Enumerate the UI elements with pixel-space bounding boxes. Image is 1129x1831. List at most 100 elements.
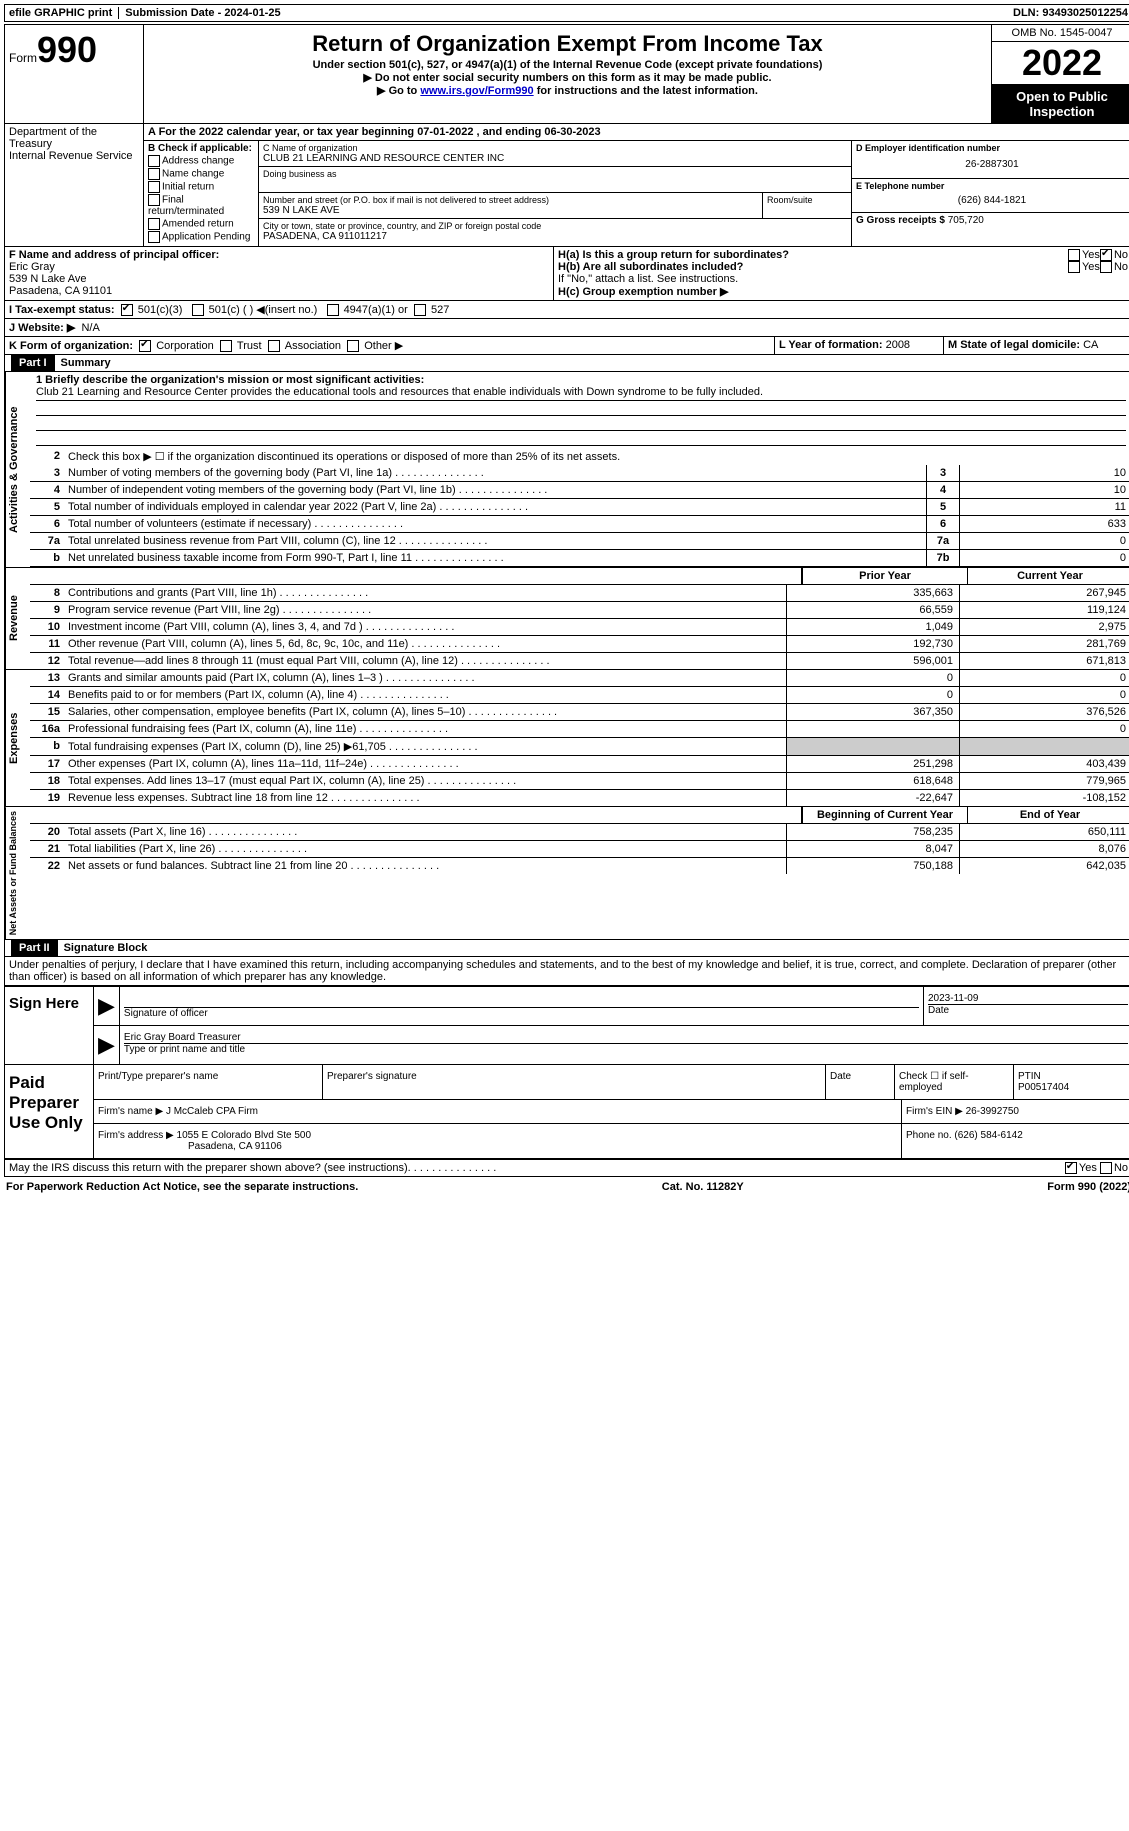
- chk-527[interactable]: [414, 304, 426, 316]
- ptin: P00517404: [1018, 1082, 1069, 1093]
- line-a-text: A For the 2022 calendar year, or tax yea…: [148, 126, 601, 138]
- hb-no[interactable]: [1100, 261, 1112, 273]
- ptin-label: PTIN: [1018, 1071, 1041, 1082]
- line2: Check this box ▶ ☐ if the organization d…: [64, 448, 1129, 465]
- paid-preparer-label: Paid Preparer Use Only: [5, 1065, 94, 1158]
- room-label: Room/suite: [767, 195, 847, 205]
- firm-ein: 26-3992750: [966, 1106, 1019, 1117]
- sig-declaration: Under penalties of perjury, I declare th…: [5, 957, 1129, 985]
- dept-treasury: Department of the Treasury: [9, 126, 139, 150]
- year-formation-label: L Year of formation:: [779, 339, 883, 351]
- officer-label: F Name and address of principal officer:: [9, 249, 219, 261]
- row-j: J Website: ▶ N/A: [4, 319, 1129, 337]
- part1: Part ISummary Activities & Governance 1 …: [4, 355, 1129, 940]
- form-header: Form990 Return of Organization Exempt Fr…: [4, 24, 1129, 124]
- chk-4947[interactable]: [327, 304, 339, 316]
- box-c: C Name of organization CLUB 21 LEARNING …: [259, 141, 852, 246]
- phone-label: E Telephone number: [856, 181, 1128, 191]
- domicile-label: M State of legal domicile:: [948, 339, 1080, 351]
- year-formation: 2008: [886, 339, 910, 351]
- chk-name[interactable]: Name change: [148, 168, 254, 180]
- side-revenue: Revenue: [5, 568, 30, 669]
- line-16a: 16aProfessional fundraising fees (Part I…: [30, 721, 1129, 738]
- mission-text: Club 21 Learning and Resource Center pro…: [36, 386, 1126, 401]
- efile-label: efile GRAPHIC print: [9, 7, 119, 19]
- street: 539 N LAKE AVE: [263, 205, 758, 216]
- firm-name: J McCaleb CPA Firm: [166, 1106, 258, 1117]
- sig-officer-label: Signature of officer: [124, 1008, 919, 1019]
- chk-other[interactable]: [347, 340, 359, 352]
- website-val: N/A: [81, 322, 99, 334]
- chk-initial[interactable]: Initial return: [148, 181, 254, 193]
- line-14: 14Benefits paid to or for members (Part …: [30, 687, 1129, 704]
- note-link: ▶ Go to www.irs.gov/Form990 for instruct…: [148, 84, 987, 97]
- line-8: 8Contributions and grants (Part VIII, li…: [30, 585, 1129, 602]
- header-row2: Department of the Treasury Internal Reve…: [4, 124, 1129, 247]
- note-ssn: ▶ Do not enter social security numbers o…: [148, 71, 987, 84]
- firm-phone-label: Phone no.: [906, 1130, 952, 1141]
- part2: Part IISignature Block Under penalties o…: [4, 940, 1129, 986]
- row-f-h: F Name and address of principal officer:…: [4, 247, 1129, 301]
- chk-pending[interactable]: Application Pending: [148, 231, 254, 243]
- chk-corp[interactable]: [139, 340, 151, 352]
- officer-addr2: Pasadena, CA 91101: [9, 285, 112, 297]
- ein: 26-2887301: [856, 153, 1128, 176]
- right-boxes: D Employer identification number 26-2887…: [852, 141, 1129, 246]
- submission-date: Submission Date - 2024-01-25: [125, 7, 1013, 19]
- firm-phone: (626) 584-6142: [954, 1130, 1022, 1141]
- gross-val: 705,720: [948, 215, 984, 226]
- firm-addr-label: Firm's address ▶: [98, 1130, 174, 1141]
- side-expenses: Expenses: [5, 670, 30, 806]
- ha-no[interactable]: [1100, 249, 1112, 261]
- hc-label: H(c) Group exemption number ▶: [558, 286, 728, 298]
- line-20: 20Total assets (Part X, line 16) 758,235…: [30, 824, 1129, 841]
- dba-label: Doing business as: [263, 169, 847, 179]
- chk-final[interactable]: Final return/terminated: [148, 194, 254, 217]
- sig-date: 2023-11-09: [928, 993, 1128, 1005]
- sig-date-label: Date: [928, 1005, 1128, 1016]
- top-bar: efile GRAPHIC print Submission Date - 20…: [4, 4, 1129, 22]
- arrow-icon: ▶: [94, 1026, 120, 1064]
- row-k-l-m: K Form of organization: Corporation Trus…: [4, 337, 1129, 355]
- ha-yes[interactable]: [1068, 249, 1080, 261]
- org-name-label: C Name of organization: [263, 143, 847, 153]
- mission-block: 1 Briefly describe the organization's mi…: [30, 372, 1129, 448]
- hb-yes[interactable]: [1068, 261, 1080, 273]
- footer-left: For Paperwork Reduction Act Notice, see …: [6, 1181, 358, 1193]
- officer-name-title: Eric Gray Board Treasurer: [124, 1032, 1128, 1044]
- may-no[interactable]: [1100, 1162, 1112, 1174]
- officer-addr1: 539 N Lake Ave: [9, 273, 86, 285]
- hb-note: If "No," attach a list. See instructions…: [558, 273, 1128, 285]
- irs-link[interactable]: www.irs.gov/Form990: [420, 85, 533, 97]
- line-6: 6Total number of volunteers (estimate if…: [30, 516, 1129, 533]
- phone: (626) 844-1821: [856, 191, 1128, 210]
- line-11: 11Other revenue (Part VIII, column (A), …: [30, 636, 1129, 653]
- form-number: Form990: [9, 29, 139, 71]
- line-10: 10Investment income (Part VIII, column (…: [30, 619, 1129, 636]
- row-i: I Tax-exempt status: 501(c)(3) 501(c) ( …: [4, 301, 1129, 319]
- city: PASADENA, CA 911011217: [263, 231, 847, 242]
- firm-addr1: 1055 E Colorado Blvd Ste 500: [177, 1130, 312, 1141]
- chk-trust[interactable]: [220, 340, 232, 352]
- line-b: bTotal fundraising expenses (Part IX, co…: [30, 738, 1129, 756]
- line-9: 9Program service revenue (Part VIII, lin…: [30, 602, 1129, 619]
- self-employed: Check ☐ if self-employed: [899, 1071, 969, 1093]
- chk-amended[interactable]: Amended return: [148, 218, 254, 230]
- line-15: 15Salaries, other compensation, employee…: [30, 704, 1129, 721]
- form-title: Return of Organization Exempt From Incom…: [148, 31, 987, 57]
- may-yes[interactable]: [1065, 1162, 1077, 1174]
- box-b-label: B Check if applicable:: [148, 143, 252, 154]
- org-name: CLUB 21 LEARNING AND RESOURCE CENTER INC: [263, 153, 847, 164]
- prep-date-label: Date: [830, 1071, 851, 1082]
- chk-501c3[interactable]: [121, 304, 133, 316]
- page-footer: For Paperwork Reduction Act Notice, see …: [4, 1177, 1129, 1197]
- line-13: 13Grants and similar amounts paid (Part …: [30, 670, 1129, 687]
- chk-address[interactable]: Address change: [148, 155, 254, 167]
- prep-name-label: Print/Type preparer's name: [98, 1071, 218, 1082]
- begin-year-hdr: Beginning of Current Year: [802, 807, 967, 823]
- chk-assoc[interactable]: [268, 340, 280, 352]
- inspection-badge: Open to Public Inspection: [992, 85, 1129, 123]
- side-governance: Activities & Governance: [5, 372, 30, 567]
- line-4: 4Number of independent voting members of…: [30, 482, 1129, 499]
- chk-501c[interactable]: [192, 304, 204, 316]
